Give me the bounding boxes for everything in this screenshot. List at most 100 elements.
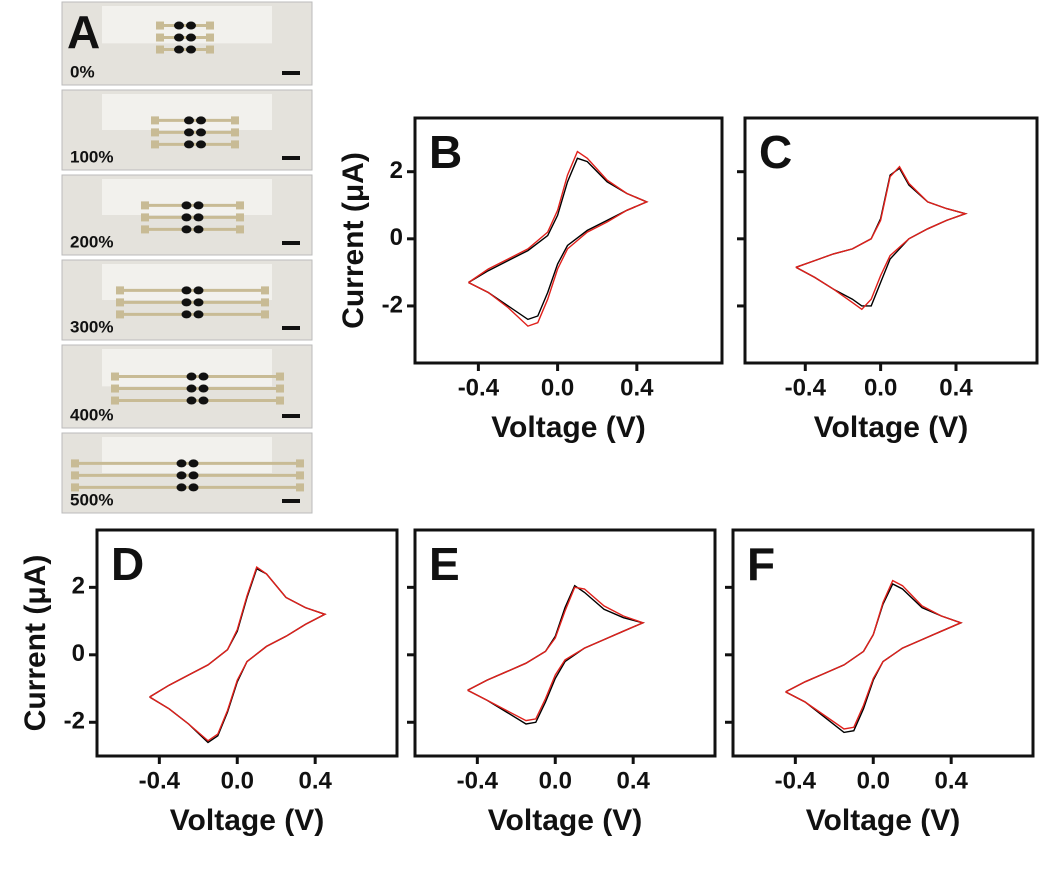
panel-letter: D [111, 538, 144, 590]
x-axis-label: Voltage (V) [170, 804, 324, 837]
scale-bar [282, 241, 300, 245]
cv-curve [467, 586, 645, 722]
electrode [188, 459, 199, 468]
pad [296, 483, 304, 492]
electrode [186, 372, 197, 381]
electrode [198, 372, 209, 381]
pad [71, 459, 79, 468]
y-tick-label: 2 [72, 573, 85, 600]
electrode [176, 483, 187, 492]
electrode [198, 384, 209, 393]
pad [261, 286, 269, 295]
x-tick-label: -0.4 [458, 374, 500, 401]
pad [231, 140, 239, 149]
electrode [184, 128, 194, 137]
y-tick-label: -2 [382, 291, 403, 318]
x-tick-label: 0.4 [939, 374, 973, 401]
pad [231, 128, 239, 137]
cv-curve [785, 579, 963, 730]
panel-letter: F [747, 538, 775, 590]
photo-shade [102, 264, 272, 300]
pad [71, 471, 79, 480]
electrode [186, 384, 197, 393]
cv-curve [468, 150, 649, 327]
electrode [181, 201, 192, 210]
electrode [193, 213, 204, 222]
plot-frame [413, 528, 717, 758]
photo-shade [102, 179, 272, 215]
x-tick-label: -0.4 [457, 767, 499, 794]
electrode [181, 298, 192, 307]
strain-label: 200% [70, 232, 113, 251]
x-tick-label: 0.0 [864, 374, 897, 401]
pad [276, 384, 284, 393]
cv-curve [795, 167, 968, 307]
y-tick-label: 0 [390, 224, 403, 251]
electrode [176, 471, 187, 480]
pad [116, 286, 124, 295]
electrode [181, 286, 192, 295]
photo-shade [102, 94, 272, 130]
electrode [181, 213, 192, 222]
electrode [176, 459, 187, 468]
pad [141, 225, 149, 234]
electrode [186, 45, 196, 54]
plot-frame [413, 116, 724, 365]
pad [296, 459, 304, 468]
electrode [193, 298, 204, 307]
y-axis-label: Current (μA) [337, 152, 370, 329]
scale-bar [282, 71, 300, 75]
x-tick-label: -0.4 [139, 767, 181, 794]
electrode [174, 33, 184, 42]
strain-label: 400% [70, 405, 113, 424]
strain-label: 300% [70, 317, 113, 336]
y-axis-label: Current (μA) [19, 555, 52, 732]
electrode [186, 396, 197, 405]
panel-letter: C [759, 126, 792, 178]
electrode [193, 225, 204, 234]
pad [151, 140, 159, 149]
scale-bar [282, 414, 300, 418]
pad [206, 33, 214, 42]
panel-letter: B [429, 126, 462, 178]
electrode [188, 483, 199, 492]
electrode [186, 21, 196, 30]
pad [236, 225, 244, 234]
x-tick-label: 0.4 [298, 767, 332, 794]
cv-curve [149, 567, 327, 744]
y-tick-label: 2 [390, 157, 403, 184]
electrode [188, 471, 199, 480]
pad [206, 21, 214, 30]
panel-letter: E [429, 538, 460, 590]
electrode [196, 140, 206, 149]
electrode [174, 21, 184, 30]
pad [276, 372, 284, 381]
pad [206, 45, 214, 54]
pad [151, 116, 159, 125]
strain-label: 100% [70, 147, 113, 166]
photo-shade [102, 349, 272, 387]
x-tick-label: 0.0 [857, 767, 890, 794]
electrode [186, 33, 196, 42]
electrode [181, 225, 192, 234]
x-tick-label: 0.4 [616, 767, 650, 794]
cv-curve [149, 565, 327, 742]
x-tick-label: 0.0 [539, 767, 572, 794]
pad [141, 201, 149, 210]
pad [141, 213, 149, 222]
pad [296, 471, 304, 480]
pad [156, 33, 164, 42]
y-tick-label: 0 [72, 640, 85, 667]
pad [261, 310, 269, 319]
pad [151, 128, 159, 137]
electrode [184, 140, 194, 149]
electrode [193, 201, 204, 210]
plot-frame [95, 528, 399, 758]
pad [236, 213, 244, 222]
plot-frame [743, 116, 1039, 365]
x-tick-label: -0.4 [775, 767, 817, 794]
electrode [184, 116, 194, 125]
pad [116, 298, 124, 307]
